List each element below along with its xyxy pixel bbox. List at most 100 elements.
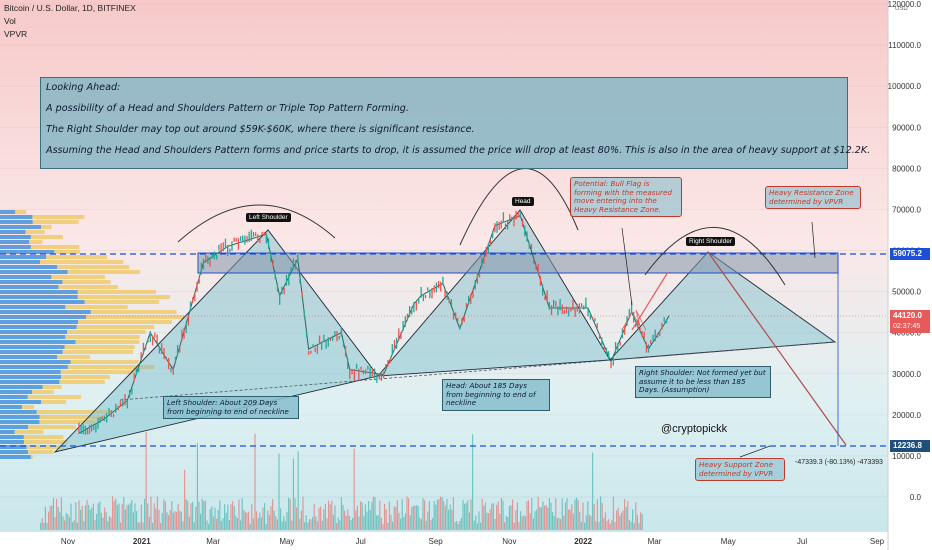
- volume-bar: [270, 506, 272, 530]
- price-candle: [496, 221, 498, 233]
- volume-bar: [251, 504, 253, 530]
- volume-bar: [158, 510, 160, 530]
- price-tick-label: 50000.0: [892, 288, 921, 297]
- price-candle: [124, 394, 126, 406]
- price-candle: [663, 317, 665, 323]
- price-candle: [376, 373, 378, 383]
- volume-bar: [435, 504, 437, 530]
- volume-bar: [475, 515, 477, 530]
- price-candle: [103, 415, 105, 422]
- vpvr-down-bar: [67, 270, 140, 274]
- volume-bar: [235, 515, 237, 530]
- vpvr-down-bar: [67, 365, 155, 369]
- price-candle: [196, 282, 198, 292]
- vpvr-up-bar: [0, 220, 33, 224]
- resistance-zone: [197, 252, 839, 274]
- drop-projection: [707, 251, 847, 446]
- price-candle: [395, 337, 398, 349]
- volume-bar: [481, 498, 483, 530]
- volume-bar: [230, 504, 232, 530]
- volume-bar: [507, 517, 509, 530]
- volume-bar: [532, 518, 534, 530]
- volume-bar: [147, 503, 149, 530]
- volume-bar: [379, 500, 381, 530]
- volume-bar: [515, 510, 517, 530]
- volume-bar: [281, 521, 283, 530]
- price-candle: [635, 323, 637, 328]
- vpvr-up-bar: [0, 275, 52, 279]
- time-axis[interactable]: Nov 2021 Mar May Jul Sep Nov 2022 Mar May Jul Sep: [61, 537, 885, 546]
- volume-bar: [40, 522, 42, 530]
- price-candle: [95, 423, 97, 433]
- price-candle: [279, 294, 281, 305]
- volume-bar: [382, 523, 384, 530]
- volume-bar: [137, 522, 139, 530]
- volume-bar: [308, 518, 310, 530]
- vpvr-down-bar: [76, 325, 155, 329]
- price-candle: [478, 274, 481, 278]
- volume-bar: [257, 518, 259, 530]
- vol-indicator[interactable]: Vol: [4, 16, 16, 26]
- volume-bar: [273, 510, 275, 530]
- price-candle: [135, 368, 138, 375]
- price-candle: [415, 301, 417, 311]
- price-candle: [355, 363, 358, 370]
- volume-bar: [412, 505, 414, 530]
- vpvr-down-bar: [39, 420, 97, 424]
- price-candle: [133, 373, 135, 382]
- vpvr-down-bar: [25, 230, 45, 234]
- volume-bar: [364, 504, 366, 530]
- vpvr-up-bar: [0, 330, 68, 334]
- volume-bar: [286, 512, 288, 530]
- volume-bar: [604, 512, 606, 530]
- volume-bar: [585, 515, 587, 530]
- volume-bar: [448, 509, 450, 530]
- volume-bar: [76, 522, 78, 530]
- volume-bar: [432, 518, 434, 530]
- price-candle: [252, 231, 255, 237]
- price-candle: [539, 275, 542, 286]
- volume-bar: [51, 505, 53, 530]
- price-candle: [565, 306, 568, 314]
- vpvr-down-bar: [57, 265, 130, 269]
- price-candle: [338, 336, 340, 340]
- price-candle: [126, 399, 128, 409]
- vpvr-down-bar: [57, 355, 91, 359]
- price-candle: [224, 238, 227, 249]
- vpvr-up-bar: [0, 255, 47, 259]
- price-candle: [628, 308, 630, 317]
- currency-label[interactable]: USD: [895, 6, 908, 12]
- price-candle: [285, 274, 288, 286]
- volume-bar: [486, 512, 488, 530]
- volume-bar: [148, 516, 150, 530]
- vpvr-indicator[interactable]: VPVR: [4, 29, 28, 39]
- volume-bar: [521, 516, 523, 530]
- volume-bar: [46, 522, 48, 530]
- price-candle: [624, 326, 626, 335]
- volume-bar: [633, 523, 635, 530]
- price-candle: [283, 288, 285, 295]
- volume-bar: [534, 511, 536, 530]
- price-candle: [528, 242, 530, 249]
- volume-bar: [428, 501, 430, 530]
- price-tick-label: 80000.0: [892, 164, 921, 173]
- volume-bar: [593, 504, 595, 530]
- vpvr-up-bar: [0, 350, 63, 354]
- vpvr-down-bar: [27, 395, 81, 399]
- volume-bar: [172, 512, 174, 530]
- price-candle: [323, 334, 325, 341]
- time-tick-label: Mar: [648, 537, 662, 546]
- volume-bar: [460, 518, 462, 530]
- price-candle: [633, 311, 635, 323]
- volume-bar: [280, 508, 282, 530]
- volume-bar: [92, 503, 94, 530]
- vpvr-up-bar: [0, 335, 66, 339]
- volume-bar: [72, 522, 74, 530]
- volume-bar: [182, 521, 184, 530]
- volume-bar: [406, 496, 408, 530]
- price-candle: [192, 297, 194, 303]
- price-candle: [272, 260, 274, 267]
- price-tick-label: 120000.0: [888, 0, 922, 9]
- volume-bar: [248, 511, 250, 530]
- volume-bar: [241, 498, 243, 530]
